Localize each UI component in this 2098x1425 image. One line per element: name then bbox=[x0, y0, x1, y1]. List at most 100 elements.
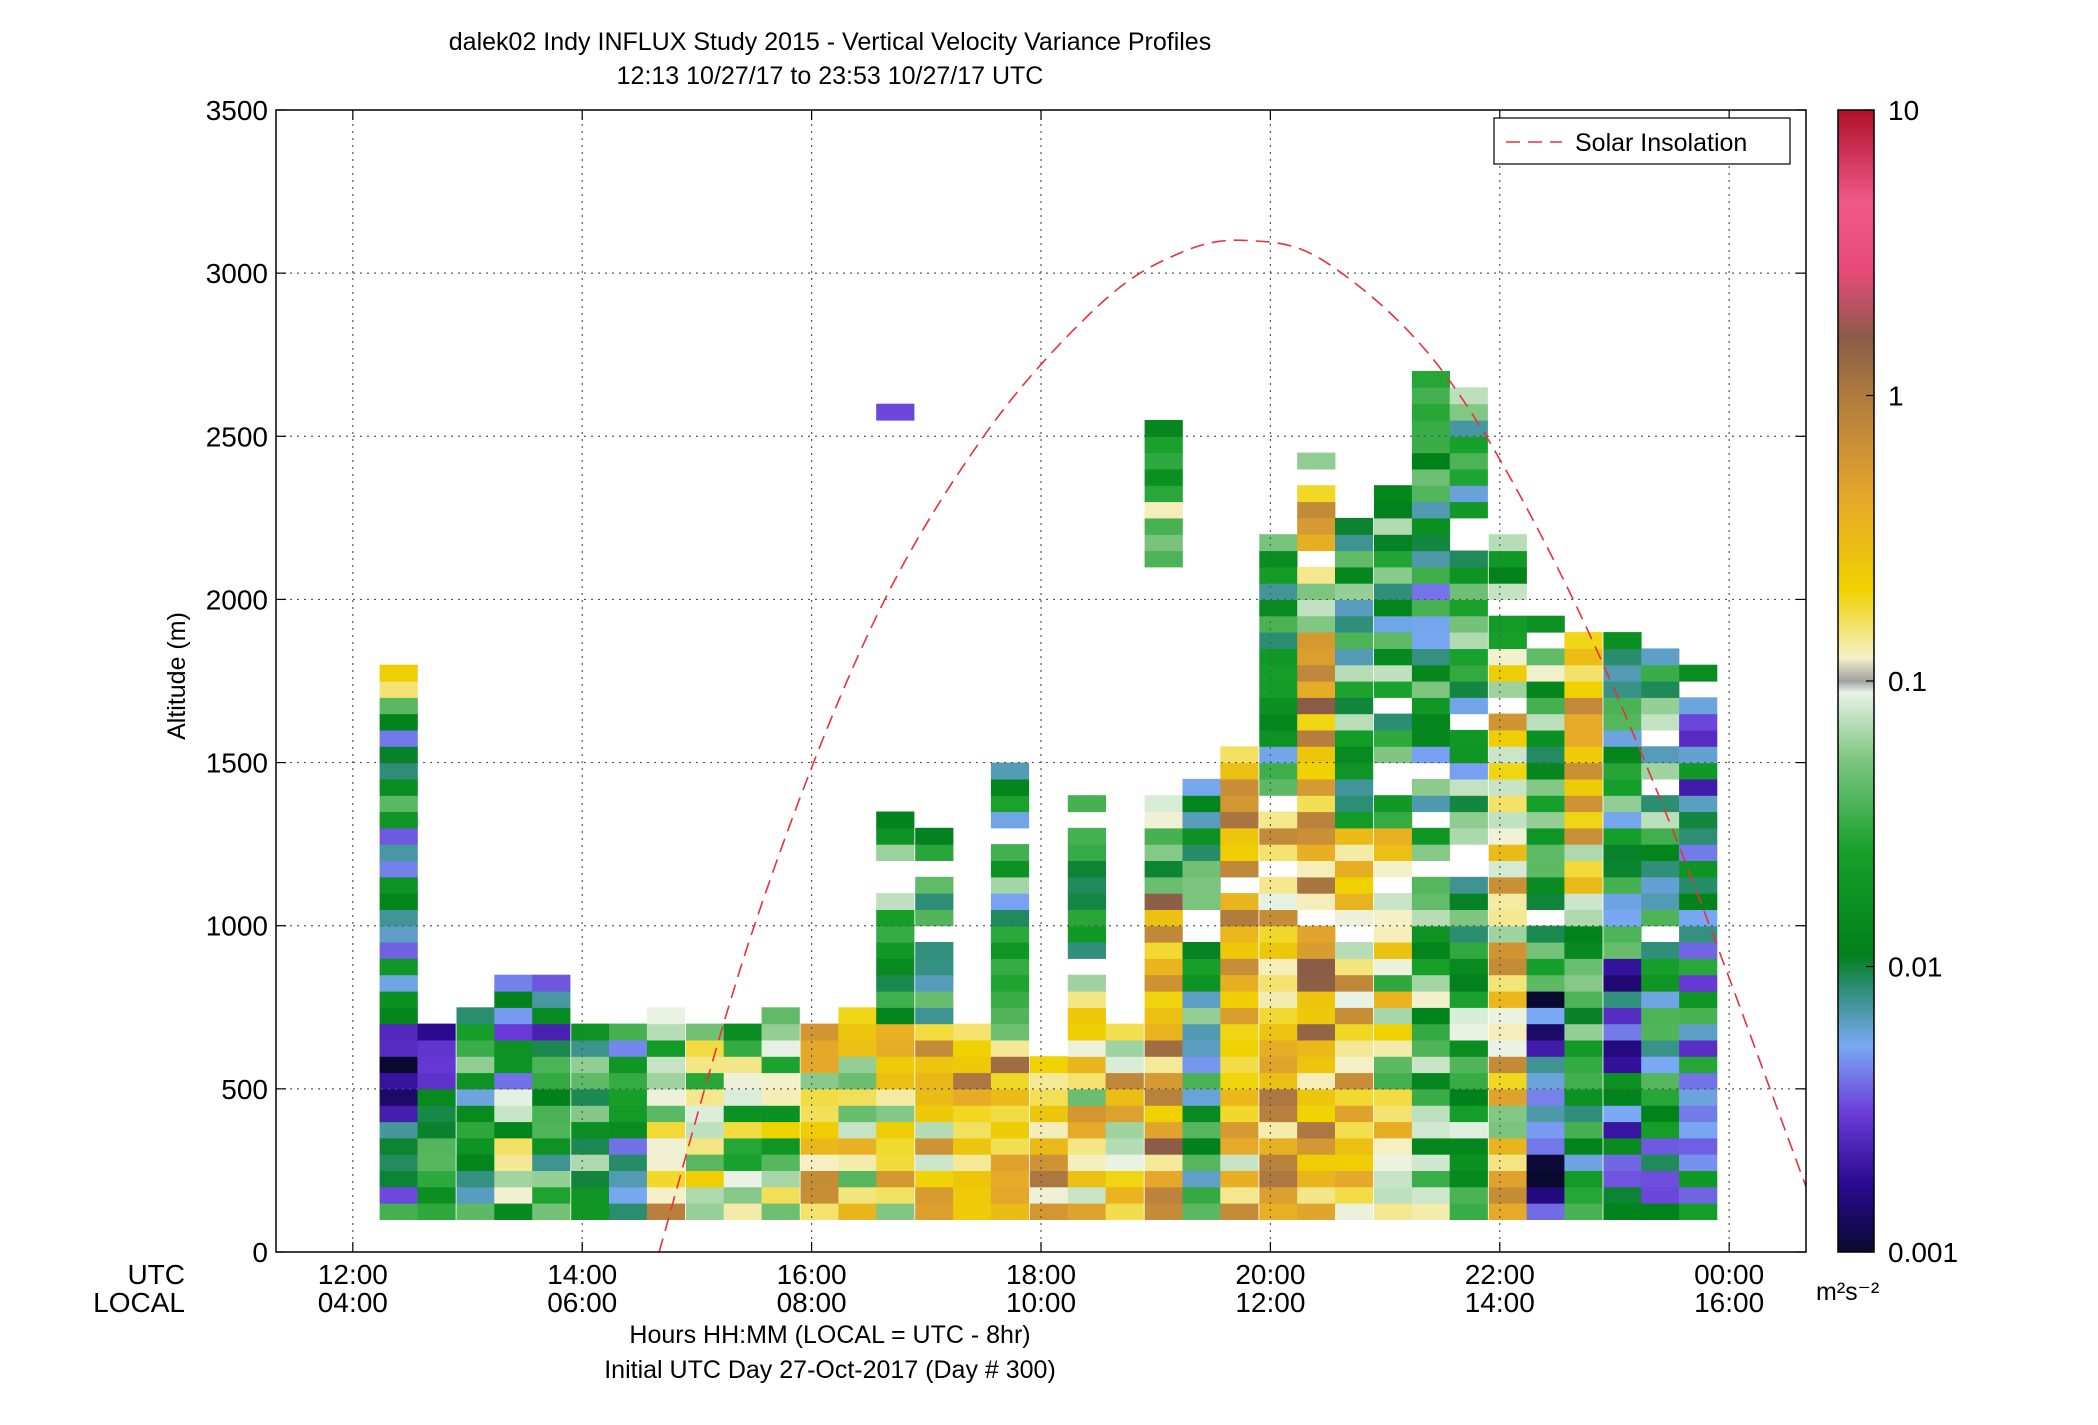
heatmap-cell bbox=[379, 811, 418, 829]
heatmap-cell bbox=[1411, 1039, 1451, 1057]
heatmap-cell bbox=[1411, 468, 1451, 486]
heatmap-cell bbox=[1259, 844, 1298, 861]
heatmap-cell bbox=[1641, 664, 1680, 682]
heatmap-cell bbox=[494, 1137, 533, 1155]
heatmap-cell bbox=[1488, 729, 1527, 747]
heatmap-cell bbox=[1449, 452, 1488, 470]
heatmap-cell bbox=[532, 1105, 571, 1123]
heatmap-cell bbox=[1411, 876, 1451, 894]
heatmap-cell bbox=[1335, 1170, 1374, 1188]
heatmap-cell bbox=[876, 1203, 915, 1220]
heatmap-cell bbox=[1182, 1056, 1221, 1074]
heatmap-cell bbox=[990, 844, 1030, 861]
heatmap-cell bbox=[838, 1072, 877, 1090]
heatmap-cell bbox=[1411, 485, 1451, 503]
heatmap-cell bbox=[1449, 1072, 1488, 1090]
heatmap-cell bbox=[1411, 1056, 1451, 1074]
heatmap-cell bbox=[1297, 681, 1336, 698]
x-tick-label-utc: 22:00 bbox=[1465, 1259, 1535, 1290]
heatmap-cell bbox=[379, 1072, 418, 1090]
heatmap-cell bbox=[646, 1154, 686, 1171]
legend: Solar Insolation bbox=[1493, 117, 1791, 165]
heatmap-cell bbox=[1144, 452, 1183, 470]
heatmap-cell bbox=[1641, 1203, 1680, 1220]
heatmap-cell bbox=[1335, 1105, 1374, 1123]
heatmap-cell bbox=[1374, 1121, 1413, 1139]
heatmap-cell bbox=[1526, 925, 1565, 943]
heatmap-cell bbox=[1259, 893, 1298, 910]
heatmap-cell bbox=[1603, 827, 1642, 845]
heatmap-cell bbox=[532, 1121, 571, 1139]
heatmap-cell bbox=[1411, 648, 1451, 666]
heatmap-cell bbox=[1335, 762, 1374, 780]
heatmap-cell bbox=[1488, 1072, 1527, 1090]
heatmap-cell bbox=[1335, 1023, 1374, 1041]
heatmap-cell bbox=[761, 1170, 800, 1188]
heatmap-cell bbox=[685, 1137, 725, 1155]
heatmap-cell bbox=[1297, 778, 1336, 796]
heatmap-cell bbox=[1297, 615, 1336, 633]
heatmap-cell bbox=[1067, 974, 1106, 992]
heatmap-cell bbox=[1488, 844, 1527, 861]
heatmap-cell bbox=[1182, 1121, 1221, 1139]
heatmap-cell bbox=[1488, 648, 1527, 666]
heatmap-cell bbox=[1603, 681, 1642, 698]
heatmap-cell bbox=[1144, 844, 1183, 861]
heatmap-cell bbox=[1259, 697, 1298, 715]
heatmap-cell bbox=[1335, 860, 1374, 878]
heatmap-cell bbox=[1564, 1039, 1603, 1057]
heatmap-cell bbox=[1488, 762, 1527, 780]
heatmap-cell bbox=[1488, 1137, 1527, 1155]
heatmap-cell bbox=[1374, 1056, 1413, 1074]
heatmap-cell bbox=[1335, 1007, 1374, 1025]
heatmap-cell bbox=[1411, 713, 1451, 731]
heatmap-cell bbox=[1297, 501, 1336, 519]
colorbar-tick-label: 0.001 bbox=[1888, 1237, 1958, 1268]
heatmap-cell bbox=[800, 1023, 839, 1041]
heatmap-cell bbox=[1641, 762, 1680, 780]
heatmap-cell bbox=[1488, 664, 1527, 682]
heatmap-cell bbox=[1449, 1203, 1488, 1220]
heatmap-cell bbox=[379, 1203, 418, 1220]
heatmap-cell bbox=[761, 1186, 800, 1204]
heatmap-cell bbox=[1259, 1056, 1298, 1074]
heatmap-cell bbox=[1259, 1186, 1298, 1204]
heatmap-cell bbox=[456, 1039, 495, 1057]
heatmap-cell bbox=[915, 1121, 954, 1139]
heatmap-cell bbox=[1144, 991, 1183, 1008]
heatmap-cell bbox=[1220, 1203, 1259, 1220]
colorbar-tick-label: 0.1 bbox=[1888, 666, 1927, 697]
heatmap-cell bbox=[723, 1186, 762, 1204]
heatmap-cell bbox=[1335, 876, 1374, 894]
heatmap-cell bbox=[1449, 827, 1488, 845]
heatmap-cell bbox=[1411, 1203, 1451, 1220]
heatmap-cell bbox=[1220, 844, 1259, 861]
heatmap-cell bbox=[1067, 1072, 1106, 1090]
heatmap-cell bbox=[915, 1137, 954, 1155]
heatmap-cell bbox=[1641, 1088, 1680, 1106]
heatmap-cell bbox=[1335, 583, 1374, 600]
heatmap-cell bbox=[1411, 925, 1451, 943]
heatmap-cell bbox=[990, 1056, 1030, 1074]
heatmap-cell bbox=[646, 1007, 686, 1025]
heatmap-cell bbox=[1105, 1056, 1144, 1074]
heatmap-cell bbox=[1411, 1023, 1451, 1041]
heatmap-cell bbox=[1641, 1105, 1680, 1123]
colorbar-tick-label: 0.01 bbox=[1888, 952, 1943, 983]
heatmap-cell bbox=[1488, 1203, 1527, 1220]
heatmap-cell bbox=[1297, 746, 1336, 764]
x-axis-ticks: 12:0004:0014:0006:0016:0008:0018:0010:00… bbox=[318, 110, 1764, 1318]
heatmap-cell bbox=[379, 729, 418, 747]
heatmap-cell bbox=[1411, 697, 1451, 715]
heatmap-cell bbox=[417, 1203, 456, 1220]
heatmap-cell bbox=[1029, 1154, 1069, 1171]
heatmap-cell bbox=[379, 1154, 418, 1171]
heatmap-cell bbox=[456, 1121, 495, 1139]
heatmap-cell bbox=[532, 1186, 571, 1204]
heatmap-cell bbox=[1449, 1023, 1488, 1041]
heatmap-cell bbox=[1220, 1023, 1259, 1041]
heatmap-cell bbox=[685, 1056, 725, 1074]
heatmap-cell bbox=[379, 974, 418, 992]
heatmap-cell bbox=[1374, 648, 1413, 666]
